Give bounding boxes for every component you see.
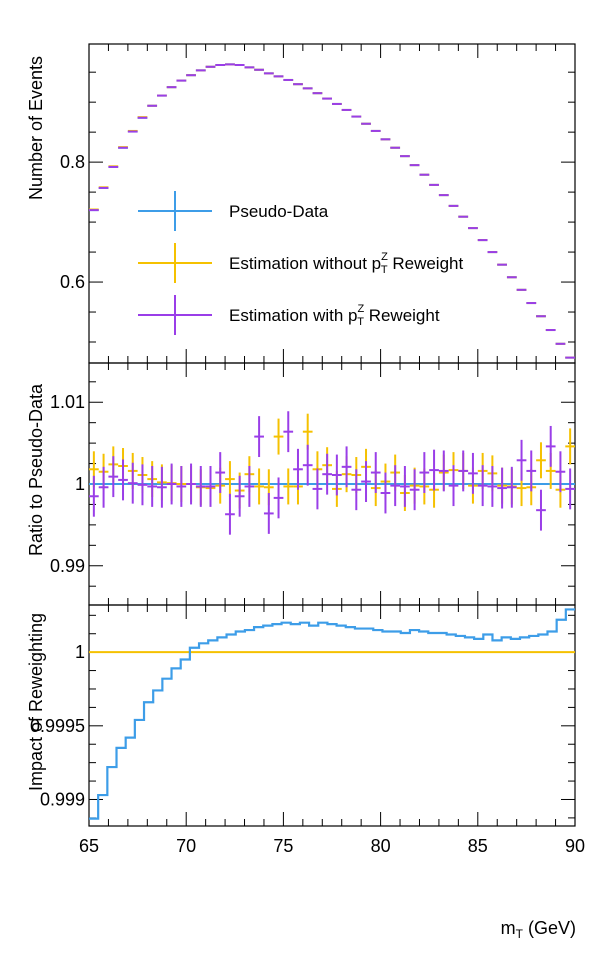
x-tick-label: 70 xyxy=(176,836,196,856)
x-axis-title-sub: T xyxy=(516,927,524,941)
x-axis-title-tail: (GeV) xyxy=(523,918,576,938)
ratio-y-tick-label: 0.99 xyxy=(50,556,85,576)
x-tick-label: 85 xyxy=(468,836,488,856)
impact-panel: 65 70 75 80 85 90 0.999 0.9995 1 xyxy=(30,605,585,856)
x-tick-label: 65 xyxy=(79,836,99,856)
legend-label-without-reweight: Estimation without pZ T Reweight xyxy=(229,251,463,276)
impact-y-tick-label: 0.999 xyxy=(40,789,85,809)
legend-entry-without-reweight: Estimation without pZ T Reweight xyxy=(138,243,463,283)
legend-label-without-main: Estimation without p xyxy=(229,254,381,273)
legend-label-without-sup: Z xyxy=(381,251,388,263)
ratio-panel: 0.99 1 1.01 xyxy=(50,363,576,605)
x-axis-title-main: m xyxy=(501,918,516,938)
legend-label-with-reweight: Estimation with pZ T Reweight xyxy=(229,303,440,328)
impact-y-tick-label: 0.9995 xyxy=(30,716,85,736)
top-y-tick-label: 0.8 xyxy=(60,152,85,172)
legend-label-with-main: Estimation with p xyxy=(229,306,358,325)
impact-panel-frame xyxy=(88,604,576,827)
y-axis-title-impact: Impact of Reweighting xyxy=(26,613,46,791)
x-axis-title: mT (GeV) xyxy=(501,918,576,941)
legend-label-with-tail: Reweight xyxy=(364,306,440,325)
ratio-y-tick-label: 1 xyxy=(75,474,85,494)
legend-label-with-sup: Z xyxy=(358,303,365,315)
legend-label-without-sub: T xyxy=(381,264,388,276)
top-panel: 0.6 0.8 xyxy=(60,44,576,363)
y-axis-title-events: Number of Events xyxy=(26,56,46,200)
legend: Pseudo-Data Estimation without pZ T Rewei… xyxy=(138,191,463,335)
y-axis-title-ratio: Ratio to Pseudo-Data xyxy=(26,383,46,556)
legend-entry-pseudo-data: Pseudo-Data xyxy=(138,191,329,231)
legend-label-with-sub: T xyxy=(357,316,364,328)
x-tick-label: 75 xyxy=(273,836,293,856)
legend-label-pseudo-data: Pseudo-Data xyxy=(229,202,329,221)
x-tick-label: 80 xyxy=(371,836,391,856)
impact-step-line xyxy=(89,608,575,820)
legend-label-without-tail: Reweight xyxy=(388,254,464,273)
ratio-y-tick-label: 1.01 xyxy=(50,392,85,412)
top-y-tick-label: 0.6 xyxy=(60,272,85,292)
legend-entry-with-reweight: Estimation with pZ T Reweight xyxy=(138,295,440,335)
impact-y-tick-label: 1 xyxy=(75,642,85,662)
x-tick-label: 90 xyxy=(565,836,585,856)
